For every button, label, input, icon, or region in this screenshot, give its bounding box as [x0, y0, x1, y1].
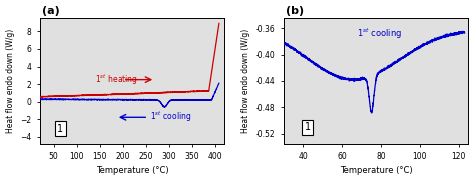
- Text: 1: 1: [57, 123, 63, 134]
- X-axis label: Temperature (°C): Temperature (°C): [340, 167, 412, 175]
- Text: (a): (a): [42, 6, 59, 16]
- Text: 1$^{st}$ cooling: 1$^{st}$ cooling: [357, 26, 402, 41]
- X-axis label: Temperature (°C): Temperature (°C): [96, 167, 168, 175]
- Y-axis label: Heat flow endo down (W/g): Heat flow endo down (W/g): [6, 29, 15, 133]
- Text: 1: 1: [305, 122, 311, 132]
- Text: 1$^{st}$ cooling: 1$^{st}$ cooling: [150, 110, 191, 125]
- Text: (b): (b): [285, 6, 304, 16]
- Text: 1$^{st}$ heating: 1$^{st}$ heating: [95, 72, 138, 87]
- Y-axis label: Heat flow endo down (W/g): Heat flow endo down (W/g): [241, 29, 250, 133]
